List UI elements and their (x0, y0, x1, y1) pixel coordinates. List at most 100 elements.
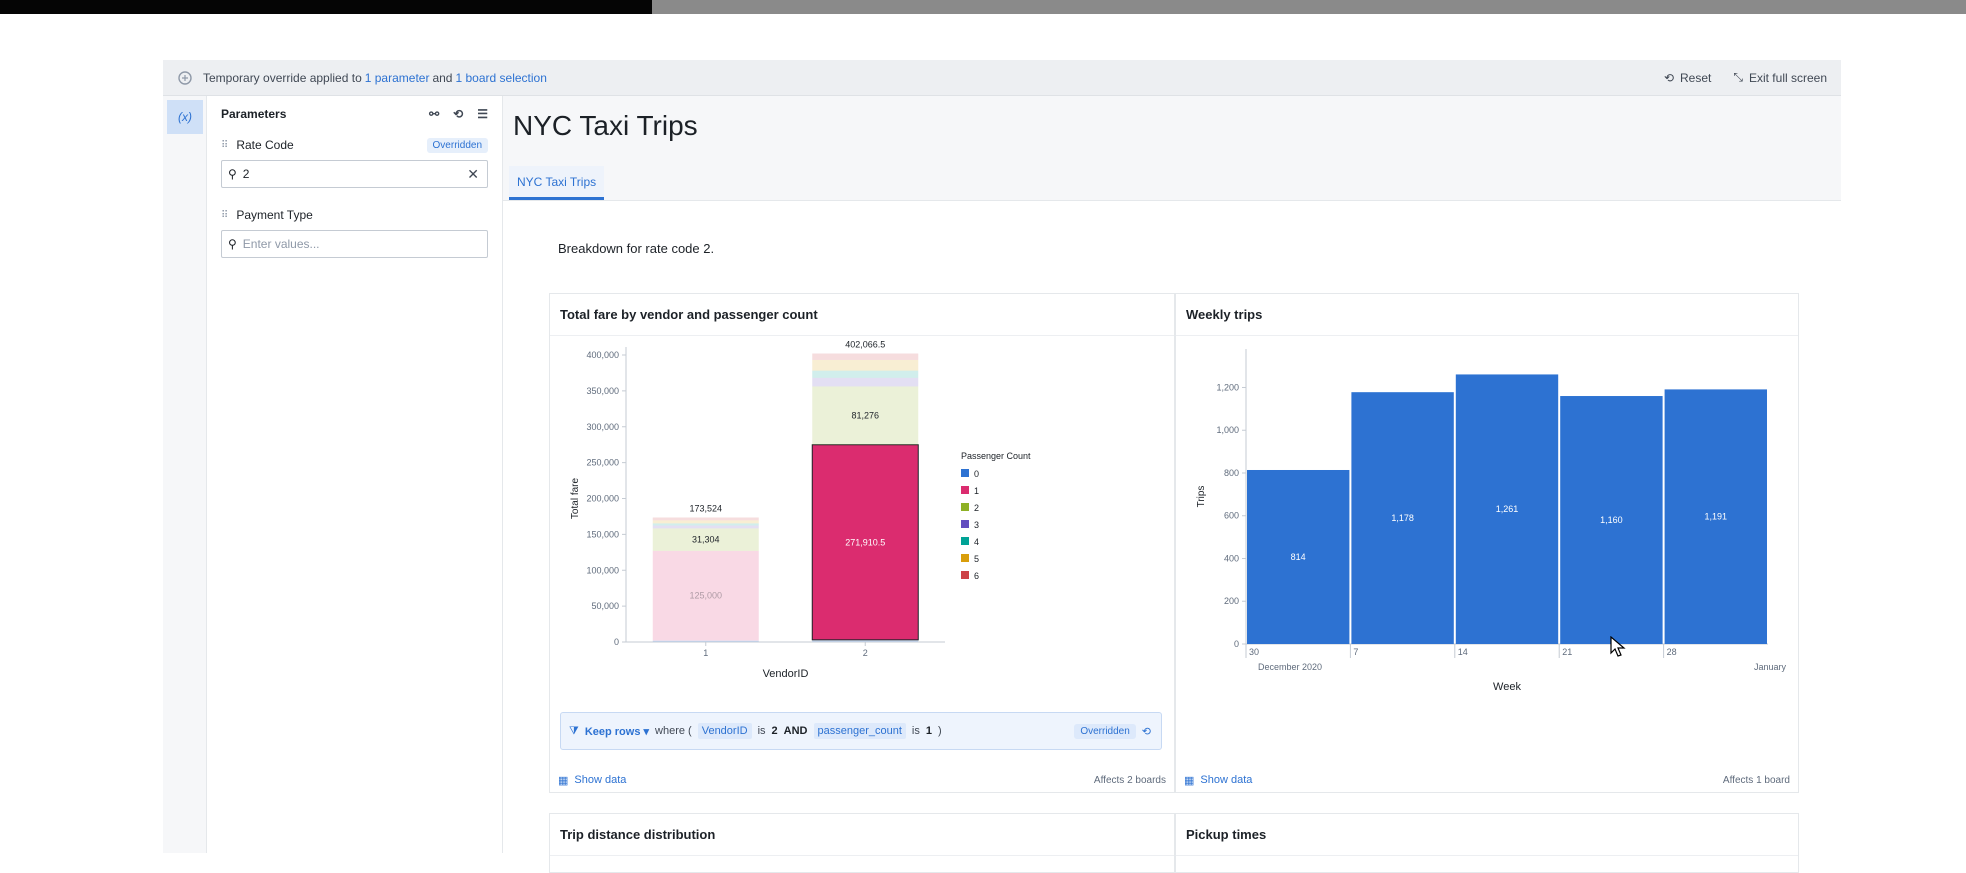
distance-chart-title: Trip distance distribution (550, 814, 1174, 856)
keep-rows-filter[interactable]: ⧩ Keep rows ▾ where ( VendorID is 2 AND … (560, 712, 1162, 750)
weekly-chart-title: Weekly trips (1176, 294, 1798, 336)
filter-op: is (757, 725, 766, 737)
fare-bar-segment (652, 525, 759, 529)
fare-y-tick-label: 250,000 (586, 458, 619, 468)
fare-total-label: 402,066.5 (845, 340, 885, 350)
weekly-bar (1455, 374, 1559, 644)
keep-rows-dropdown[interactable]: Keep rows ▾ (584, 725, 650, 738)
reset-button[interactable]: ⟲ Reset (1664, 71, 1711, 85)
fare-legend-swatch (961, 486, 969, 494)
fare-y-tick-label: 50,000 (591, 601, 619, 611)
parameters-panel: Parameters ⚯ ⟲ ☰ ⠿ Rate Code Overridden … (207, 96, 503, 853)
filter-op: is (911, 725, 920, 737)
pickup-chart-card: Pickup times (1175, 813, 1799, 873)
banner-board-selection-link[interactable]: 1 board selection (455, 70, 547, 85)
weekly-x-tick-label: 7 (1353, 647, 1358, 657)
weekly-x-axis-title: Week (1493, 681, 1521, 693)
fare-x-axis-title: VendorID (763, 668, 809, 680)
filter-undo-icon[interactable]: ⟲ (1141, 725, 1151, 738)
filter-column-passenger-count[interactable]: passenger_count (813, 723, 906, 739)
weekly-y-tick-label: 400 (1224, 553, 1239, 563)
fare-bar-segment (812, 359, 919, 371)
drag-handle-icon[interactable]: ⠿ (221, 139, 229, 151)
banner-middle: and (432, 70, 453, 85)
reset-label: Reset (1680, 70, 1712, 85)
fare-segment-label: 31,304 (692, 535, 720, 545)
fare-segment-label: 271,910.5 (845, 537, 885, 547)
exit-fullscreen-label: Exit full screen (1748, 70, 1827, 85)
fare-chart-card: Total fare by vendor and passenger count… (549, 293, 1175, 793)
fare-legend-label: 2 (974, 503, 979, 513)
weekly-bar-label: 1,160 (1600, 515, 1623, 525)
filter-value: 2 (771, 725, 778, 737)
fare-legend-swatch (961, 571, 969, 579)
fare-x-tick-label: 2 (863, 648, 868, 658)
parameter-label: Payment Type (236, 208, 313, 222)
reset-icon: ⟲ (1663, 70, 1674, 85)
table-icon: ▦ (558, 774, 569, 787)
fare-bar-segment (652, 523, 759, 526)
weekly-x-tick-label: 14 (1458, 647, 1468, 657)
weekly-bar (1351, 392, 1454, 644)
variables-button[interactable]: (x) (167, 100, 203, 134)
override-banner: Temporary override applied to 1 paramete… (163, 60, 1841, 96)
fare-show-data-button[interactable]: ▦ Show data (558, 774, 626, 787)
weekly-chart[interactable]: 0 200 400 600 800 1,000 1,200 Trips 814 30 1,178 7 1… (1176, 337, 1798, 757)
weekly-chart-card: Weekly trips 0 200 400 600 800 1,000 1,200 Trip… (1175, 293, 1799, 793)
link-icon[interactable]: ⚯ (429, 107, 440, 121)
fare-chart[interactable]: 0 50,000 100,000 150,000 200,000 250,000 300,0… (550, 337, 1174, 697)
keep-rows-label: Keep rows (584, 725, 641, 738)
fare-legend-label: 5 (974, 554, 979, 564)
weekly-bar-label: 1,261 (1496, 504, 1519, 514)
screen-top-bar-dark (0, 0, 652, 14)
fare-segment-label: 81,276 (851, 411, 879, 421)
drag-handle-icon[interactable]: ⠿ (221, 209, 229, 221)
weekly-card-footer: ▦ Show data Affects 1 board (1176, 768, 1798, 792)
fare-y-tick-label: 150,000 (586, 529, 619, 539)
weekly-y-axis-title: Trips (1196, 486, 1207, 508)
override-icon (178, 70, 192, 85)
parameter-label: Rate Code (236, 138, 294, 152)
fare-legend-label: 6 (974, 571, 979, 581)
filter-column-vendorid[interactable]: VendorID (697, 723, 752, 739)
parameter-payment-type: ⠿ Payment Type (207, 202, 502, 228)
board-canvas: Breakdown for rate code 2. Total fare by… (503, 201, 1841, 873)
fare-legend-swatch (961, 520, 969, 528)
fare-bar-segment (652, 550, 759, 641)
fare-y-tick-label: 200,000 (586, 494, 619, 504)
fare-bar-segment (812, 639, 919, 642)
board-description: Breakdown for rate code 2. (558, 241, 715, 256)
fare-bar-segment (652, 517, 759, 521)
fare-bar-segment (652, 640, 759, 642)
fare-y-axis-title: Total fare (570, 477, 581, 519)
weekly-y-tick-label: 800 (1224, 468, 1239, 478)
weekly-affects-label: Affects 1 board (1722, 774, 1790, 786)
clear-icon[interactable]: ✕ (467, 165, 479, 182)
payment-type-input[interactable]: ⚲ Enter values... (221, 230, 488, 258)
weekly-y-tick-label: 600 (1224, 511, 1239, 521)
pickup-chart-title: Pickup times (1176, 814, 1798, 856)
fare-total-label: 173,524 (689, 503, 722, 513)
weekly-x-tick-label: 21 (1562, 647, 1572, 657)
collapse-icon[interactable]: ☰ (477, 107, 488, 121)
fare-affects-label: Affects 2 boards (1093, 774, 1166, 786)
banner-parameter-link[interactable]: 1 parameter (364, 70, 430, 85)
fare-legend-swatch (961, 469, 969, 477)
fare-legend-label: 3 (974, 520, 979, 530)
fare-bar-segment (812, 353, 919, 360)
weekly-show-data-button[interactable]: ▦ Show data (1184, 774, 1252, 787)
exit-fullscreen-button[interactable]: ⤡ Exit full screen (1733, 70, 1827, 85)
rate-code-value: 2 (242, 167, 250, 181)
minimize-icon: ⤡ (1733, 70, 1743, 84)
rate-code-input[interactable]: ⚲ 2 ✕ (221, 160, 488, 188)
fare-bar-segment (812, 370, 919, 378)
fare-y-tick-label: 400,000 (586, 350, 619, 360)
weekly-bar-label: 1,178 (1391, 513, 1414, 523)
fare-bar-segment (652, 520, 759, 524)
fare-legend-label: 1 (974, 486, 979, 496)
fare-y-tick-label: 300,000 (586, 422, 619, 432)
tab-nyc-taxi-trips[interactable]: NYC Taxi Trips (509, 166, 605, 200)
weekly-bar-label: 1,191 (1705, 512, 1728, 522)
undo-icon[interactable]: ⟲ (453, 107, 464, 121)
parameters-title: Parameters (221, 107, 287, 121)
